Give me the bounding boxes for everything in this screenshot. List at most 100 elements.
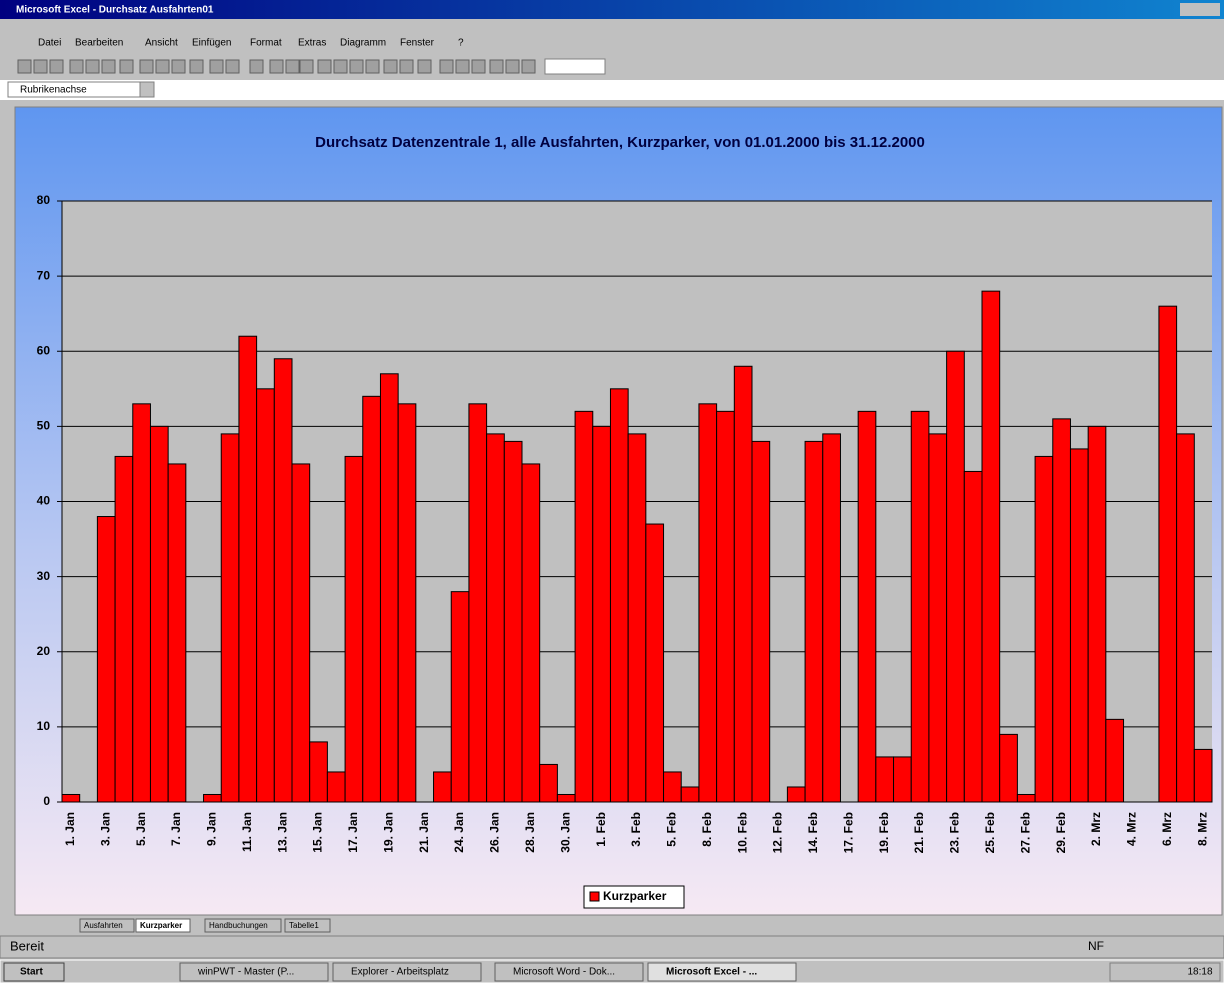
y-tick-label: 80: [37, 193, 51, 207]
x-tick-label: 11. Jan: [240, 812, 254, 852]
y-tick-label: 10: [37, 719, 51, 733]
bar: [733, 365, 753, 803]
bar: [609, 388, 629, 803]
tray: [1109, 962, 1221, 982]
menu-item[interactable]: Datei: [38, 38, 61, 49]
bar: [1105, 718, 1125, 803]
toolbar-button[interactable]: [349, 59, 364, 74]
bar: [627, 433, 647, 803]
toolbar-button[interactable]: [189, 59, 204, 74]
sheet-tab[interactable]: [79, 918, 135, 933]
toolbar-button[interactable]: [365, 59, 380, 74]
toolbar-button[interactable]: [69, 59, 84, 74]
x-tick-label: 23. Feb: [948, 812, 962, 853]
bar: [450, 591, 470, 803]
menu-item[interactable]: Diagramm: [340, 38, 386, 49]
sheet-tab[interactable]: [284, 918, 331, 933]
bar: [786, 786, 806, 803]
x-tick-label: 1. Feb: [594, 812, 608, 847]
toolbar-button[interactable]: [119, 59, 134, 74]
bar: [804, 440, 824, 803]
x-tick-label: 6. Mrz: [1160, 812, 1174, 846]
task-label: Explorer - Arbeitsplatz: [351, 967, 449, 978]
x-tick-label: 10. Feb: [735, 812, 749, 853]
task-button[interactable]: [494, 962, 644, 982]
bar: [592, 425, 611, 803]
bar: [256, 388, 275, 803]
bar: [114, 455, 134, 803]
clock: 18:18: [1187, 967, 1212, 978]
start-text: Start: [20, 967, 43, 978]
x-tick-label: 30. Jan: [558, 812, 572, 853]
status-bar: [0, 935, 1224, 959]
menu-item[interactable]: Fenster: [400, 38, 435, 49]
menu-item[interactable]: Bearbeiten: [75, 38, 123, 49]
bar: [273, 358, 293, 803]
toolbar-button[interactable]: [49, 59, 64, 74]
title-bar: [0, 0, 1224, 19]
bar: [521, 463, 541, 803]
x-tick-label: 15. Jan: [311, 812, 325, 853]
start-button[interactable]: [3, 962, 65, 982]
toolbar-button[interactable]: [139, 59, 154, 74]
toolbar-button[interactable]: [33, 59, 48, 74]
legend-box: [583, 885, 685, 909]
toolbar-button[interactable]: [17, 59, 32, 74]
toolbar-button[interactable]: [101, 59, 116, 74]
sheet-tab[interactable]: [204, 918, 282, 933]
zoom-box[interactable]: [544, 58, 606, 75]
bar: [663, 771, 682, 803]
y-tick-label: 70: [37, 268, 51, 282]
dropdown[interactable]: [139, 81, 155, 98]
toolbar-button[interactable]: [455, 59, 470, 74]
toolbar-button[interactable]: [383, 59, 398, 74]
toolbar-button[interactable]: [249, 59, 264, 74]
toolbar-button[interactable]: [471, 59, 486, 74]
toolbar-button[interactable]: [399, 59, 414, 74]
toolbar-button[interactable]: [505, 59, 520, 74]
toolbar-button[interactable]: [85, 59, 100, 74]
toolbar-button[interactable]: [269, 59, 284, 74]
toolbar-button[interactable]: [209, 59, 224, 74]
y-tick-label: 40: [37, 494, 51, 508]
x-tick-label: 14. Feb: [806, 812, 820, 853]
x-tick-label: 17. Feb: [841, 812, 855, 853]
bar: [999, 733, 1018, 803]
bar: [503, 440, 523, 803]
window-title: Microsoft Excel - Durchsatz Ausfahrten01: [16, 5, 214, 16]
toolbar-button[interactable]: [417, 59, 432, 74]
task-button[interactable]: [179, 962, 329, 982]
bar: [486, 433, 505, 803]
x-tick-label: 5. Feb: [665, 812, 679, 847]
window-controls[interactable]: [1180, 3, 1220, 16]
x-tick-label: 4. Mrz: [1125, 812, 1139, 846]
toolbar-button[interactable]: [489, 59, 504, 74]
menu-item[interactable]: ?: [458, 38, 464, 49]
x-tick-label: 8. Feb: [700, 812, 714, 847]
toolbar-button[interactable]: [225, 59, 240, 74]
bar: [1016, 793, 1036, 803]
toolbar-button[interactable]: [299, 59, 314, 74]
toolbar-button[interactable]: [171, 59, 186, 74]
toolbar-button[interactable]: [155, 59, 170, 74]
toolbar-button[interactable]: [521, 59, 536, 74]
y-tick-label: 20: [37, 644, 51, 658]
menu-item[interactable]: Einfügen: [192, 38, 231, 49]
menu-item[interactable]: Format: [250, 38, 282, 49]
x-tick-label: 7. Jan: [169, 812, 183, 846]
toolbar-button[interactable]: [317, 59, 332, 74]
menu-item[interactable]: Ansicht: [145, 38, 178, 49]
menu-item[interactable]: Extras: [298, 38, 326, 49]
task-label: winPWT - Master (P...: [197, 967, 294, 978]
bar: [149, 425, 169, 803]
toolbar-button[interactable]: [285, 59, 300, 74]
sheet-tab[interactable]: [135, 918, 191, 933]
task-button[interactable]: [647, 962, 797, 982]
bar: [397, 403, 417, 803]
task-button[interactable]: [332, 962, 482, 982]
toolbar-button[interactable]: [439, 59, 454, 74]
toolbar-button[interactable]: [333, 59, 348, 74]
bar: [167, 463, 187, 803]
bar: [326, 771, 346, 803]
